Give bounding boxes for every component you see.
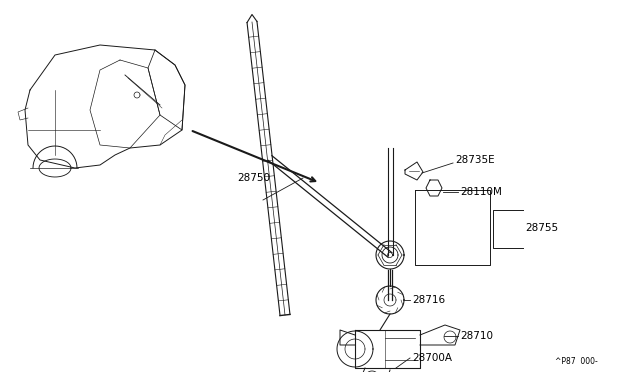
Text: 28755: 28755	[525, 223, 558, 233]
Text: 28710: 28710	[460, 331, 493, 341]
Text: 28110M: 28110M	[460, 187, 502, 197]
Text: 28700A: 28700A	[412, 353, 452, 363]
Text: 28750: 28750	[237, 173, 270, 183]
Text: 28735E: 28735E	[455, 155, 495, 165]
Text: 28716: 28716	[412, 295, 445, 305]
Text: ^P87  000-: ^P87 000-	[555, 357, 598, 366]
